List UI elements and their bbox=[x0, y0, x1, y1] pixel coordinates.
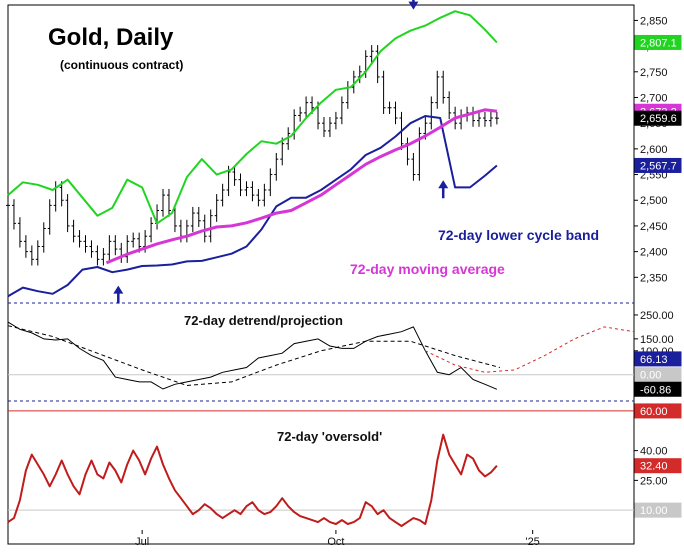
detrend-y-tick-label: 250.00 bbox=[640, 310, 674, 322]
oversold-badge bbox=[634, 502, 682, 518]
upper-band-line bbox=[7, 10, 498, 225]
future-projection-line bbox=[425, 326, 635, 373]
x-tick-label: '25 bbox=[525, 536, 539, 548]
chart-frame bbox=[7, 4, 635, 545]
lower-band-line bbox=[7, 115, 498, 298]
detrend-line bbox=[7, 321, 498, 390]
moving-average-annotation: 72-day moving average bbox=[350, 261, 505, 277]
detrend-badge-label: 0.00 bbox=[640, 370, 661, 382]
chart-subtitle: (continuous contract) bbox=[60, 58, 183, 72]
detrend-panel-title: 72-day detrend/projection bbox=[184, 313, 343, 328]
lower-band-annotation: 72-day lower cycle band bbox=[438, 227, 599, 243]
oversold-badge-label: 32.40 bbox=[640, 461, 668, 473]
price-badge-label: 2,659.6 bbox=[640, 113, 677, 125]
oversold-line bbox=[7, 433, 498, 527]
moving-average-line bbox=[105, 108, 498, 265]
price-y-tick-label: 2,600 bbox=[640, 144, 668, 156]
price-badge-label: 2,807.1 bbox=[640, 37, 677, 49]
detrend-badge bbox=[634, 351, 682, 367]
price-y-tick-label: 2,850 bbox=[640, 15, 668, 27]
x-tick-label: Jul bbox=[135, 536, 149, 548]
price-badge-label: 2,567.7 bbox=[640, 160, 677, 172]
detrend-y-tick-label: 150.00 bbox=[640, 334, 674, 346]
price-y-tick-label: 2,350 bbox=[640, 272, 668, 284]
badge-layer: 2,807.12,673.22,659.62,567.766.130.00-60… bbox=[634, 34, 682, 518]
price-y-tick-label: 2,450 bbox=[640, 221, 668, 233]
arrow-layer bbox=[113, 0, 449, 304]
detrend-badge-label: -60.86 bbox=[640, 384, 671, 396]
oversold-panel-title: 72-day 'oversold' bbox=[277, 429, 382, 444]
cycle-arrow-head bbox=[113, 285, 124, 294]
oversold-y-tick-label: 40.00 bbox=[640, 446, 668, 458]
price-badge bbox=[634, 157, 682, 173]
x-tick-label: Oct bbox=[327, 536, 344, 548]
axis-layer: 2,3502,4002,4502,5002,5502,6002,6502,700… bbox=[135, 15, 674, 548]
price-y-tick-label: 2,700 bbox=[640, 92, 668, 104]
detrend-badge-label: 66.13 bbox=[640, 354, 668, 366]
oversold-badge-label: 60.00 bbox=[640, 406, 668, 418]
oversold-badge bbox=[634, 403, 682, 419]
price-y-tick-label: 2,750 bbox=[640, 67, 668, 79]
series-layer bbox=[6, 10, 635, 527]
price-badge bbox=[634, 34, 682, 50]
chart-title: Gold, Daily bbox=[48, 24, 174, 51]
oversold-badge bbox=[634, 458, 682, 474]
oversold-badge-label: 10.00 bbox=[640, 505, 668, 517]
detrend-projection-line bbox=[7, 325, 501, 387]
grid-layer bbox=[8, 374, 634, 511]
price-y-tick-label: 2,400 bbox=[640, 247, 668, 259]
cycle-arrow-head bbox=[408, 1, 419, 10]
detrend-badge bbox=[634, 381, 682, 397]
detrend-badge bbox=[634, 367, 682, 383]
price-y-tick-label: 2,500 bbox=[640, 195, 668, 207]
price-badge bbox=[634, 110, 682, 126]
oversold-y-tick-label: 25.00 bbox=[640, 475, 668, 487]
cycle-arrow-head bbox=[438, 180, 449, 189]
